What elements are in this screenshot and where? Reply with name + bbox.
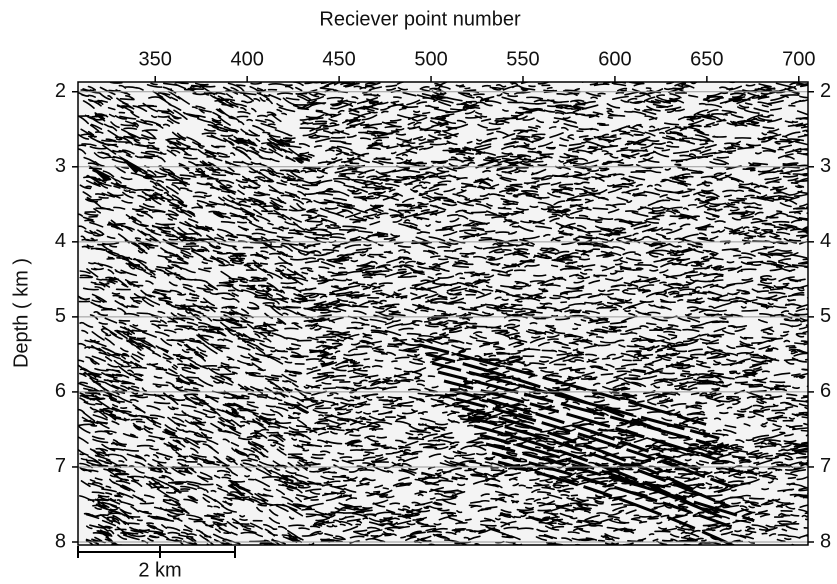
scale-bar-label: 2 km — [138, 559, 181, 581]
x-tick-label: 600 — [598, 48, 631, 70]
x-tick-label: 650 — [690, 48, 723, 70]
arrows — [88, 155, 158, 190]
arrow — [118, 155, 158, 182]
x-tick-label: 550 — [506, 48, 539, 70]
y-tick-label: 3 — [55, 155, 66, 177]
y-axis-label: Depth ( km ) — [10, 258, 32, 368]
x-tick-label: 450 — [322, 48, 355, 70]
arrow — [88, 165, 128, 190]
y-tick-label: 5 — [55, 305, 66, 327]
x-axis-label: Reciever point number — [319, 8, 521, 30]
y-tick-label-right: 2 — [820, 80, 831, 102]
y-tick-label-right: 7 — [820, 455, 831, 477]
y-tick-label-right: 8 — [820, 530, 831, 552]
y-tick-label: 4 — [55, 230, 66, 252]
x-tick-label: 500 — [414, 48, 447, 70]
x-tick-label: 400 — [230, 48, 263, 70]
grid — [78, 91, 808, 543]
reflectors — [419, 343, 755, 545]
y-tick-label: 8 — [55, 530, 66, 552]
y-tick-label-right: 3 — [820, 155, 831, 177]
y-tick-label-right: 5 — [820, 305, 831, 327]
x-tick-label: 700 — [782, 48, 815, 70]
plot-frame — [77, 81, 809, 546]
y-tick-label: 7 — [55, 455, 66, 477]
y-tick-label-right: 6 — [820, 380, 831, 402]
seismic-texture — [78, 82, 808, 545]
y-tick-label: 6 — [55, 380, 66, 402]
y-tick-label-right: 4 — [820, 230, 831, 252]
y-tick-label: 2 — [55, 80, 66, 102]
x-tick-label: 350 — [139, 48, 172, 70]
